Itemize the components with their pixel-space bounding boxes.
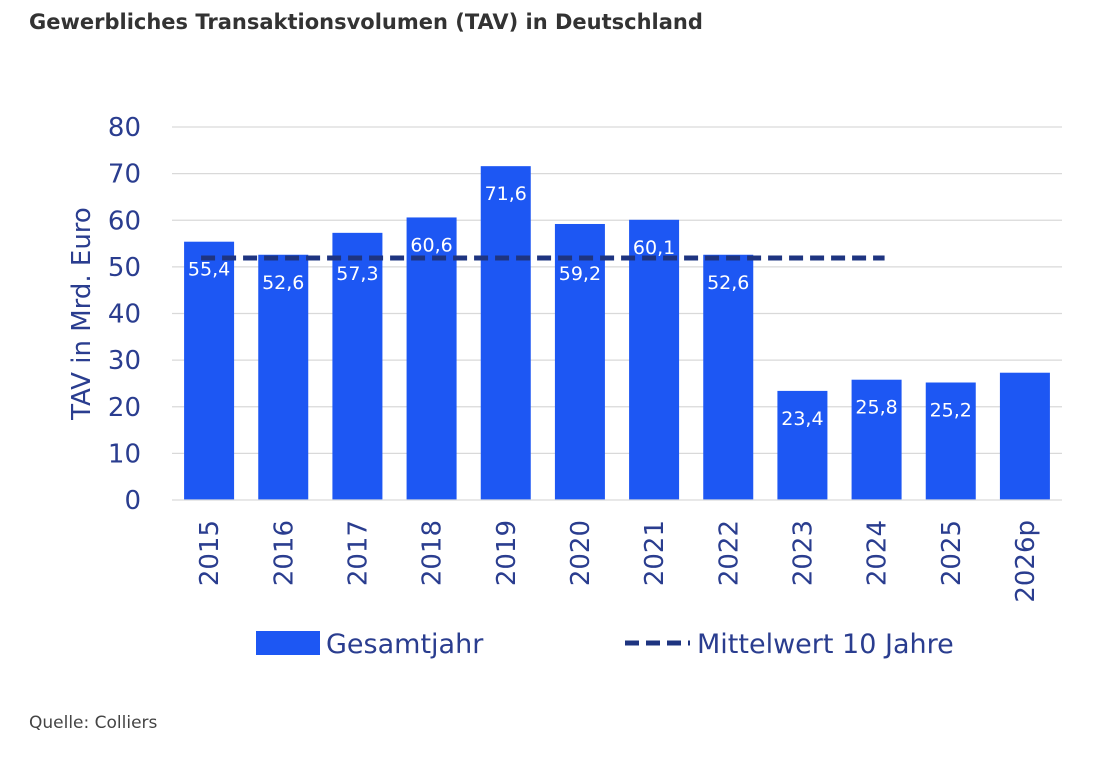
data-label: 60,6	[410, 234, 452, 256]
x-tick-label: 2026p	[1011, 520, 1041, 603]
data-label: 60,1	[633, 237, 675, 259]
data-label: 52,6	[707, 272, 749, 294]
bar-chart: 0 10 20 30 40 50 60 70 80 TAV in Mrd. Euro 55,4 52,…	[67, 113, 1062, 660]
x-tick-label: 2018	[418, 520, 448, 586]
bar-2026p	[999, 372, 1050, 500]
data-label: 52,6	[262, 272, 304, 294]
x-tick-label: 2021	[640, 520, 670, 586]
y-axis-title: TAV in Mrd. Euro	[67, 207, 97, 421]
data-label: 57,3	[336, 263, 378, 285]
bar-2016	[258, 254, 309, 500]
x-tick-label: 2024	[863, 520, 893, 586]
bar-2023	[777, 390, 828, 500]
bar-2025	[925, 382, 976, 500]
x-tick-label: 2022	[714, 520, 744, 586]
x-tick-label: 2020	[566, 520, 596, 586]
data-label: 55,4	[188, 259, 230, 281]
legend-swatch-bar	[256, 631, 320, 655]
y-tick-label: 0	[124, 486, 141, 516]
y-tick-label: 10	[108, 439, 141, 469]
data-label: 59,2	[559, 263, 601, 285]
data-label: 25,8	[855, 397, 897, 419]
bar-2018	[406, 217, 457, 500]
x-tick-label: 2023	[788, 520, 818, 586]
bar-2019	[480, 166, 531, 501]
y-tick-label: 60	[108, 206, 141, 236]
bar-2021	[629, 219, 680, 500]
legend-label: Mittelwert 10 Jahre	[697, 629, 954, 660]
x-tick-label: 2025	[937, 520, 967, 586]
chart-title: Gewerbliches Transaktionsvolumen (TAV) i…	[29, 10, 703, 34]
data-label: 25,2	[930, 400, 972, 422]
x-tick-label: 2017	[343, 520, 373, 586]
y-tick-label: 50	[108, 253, 141, 283]
y-tick-label: 80	[108, 113, 141, 143]
x-tick-label: 2016	[269, 520, 299, 586]
bar-2020	[554, 223, 605, 501]
x-tick-label: 2019	[492, 520, 522, 586]
legend-label: Gesamtjahr	[326, 629, 484, 660]
y-tick-label: 30	[108, 346, 141, 376]
y-tick-label: 20	[108, 393, 141, 423]
x-tick-label: 2015	[195, 520, 225, 586]
bar-2017	[332, 232, 383, 500]
data-label: 71,6	[485, 183, 527, 205]
bar-2024	[851, 379, 902, 500]
source-note: Quelle: Colliers	[29, 713, 158, 733]
y-tick-label: 70	[108, 160, 141, 190]
data-label: 23,4	[781, 408, 823, 430]
y-tick-label: 40	[108, 300, 141, 330]
bar-2015	[184, 241, 235, 500]
bar-2022	[703, 254, 754, 500]
